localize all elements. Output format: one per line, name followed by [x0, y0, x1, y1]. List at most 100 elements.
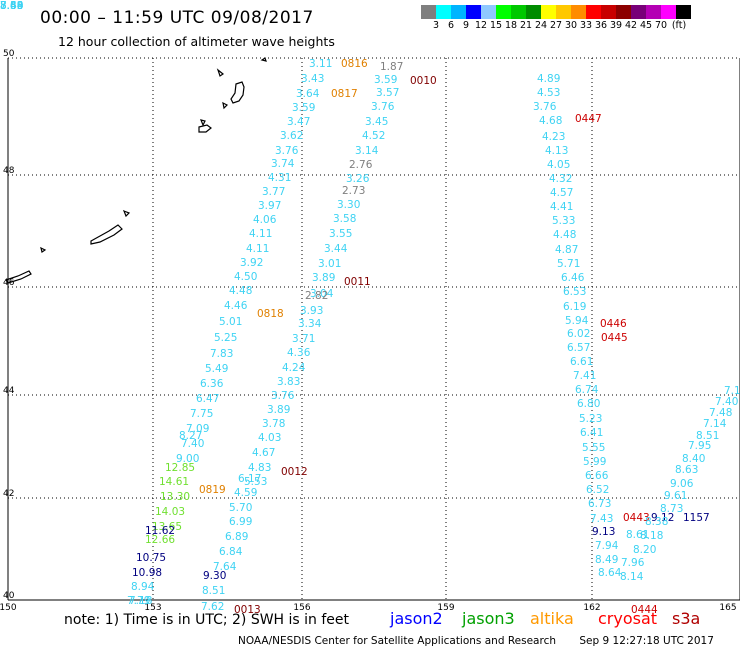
- satellite-track: 0816: [341, 58, 368, 70]
- wave-height-label: 7.40: [181, 438, 204, 450]
- longitude-label: 165: [719, 603, 736, 613]
- wave-height-label: 4.32: [549, 173, 572, 185]
- wave-height-label: 8.40: [682, 453, 705, 465]
- wave-height-label: 13.30: [160, 491, 190, 503]
- wave-height-label: 8.80: [0, 0, 23, 12]
- legend-s3a: s3a: [672, 609, 701, 628]
- satellite-track: 3.26: [346, 173, 370, 185]
- wave-height-label: 6.52: [586, 484, 609, 496]
- scale-swatch: [511, 5, 526, 19]
- satellite-track: 12.85 14.61: [159, 462, 195, 488]
- scale-swatch: [541, 5, 556, 19]
- wave-height-label: 6.02: [567, 328, 590, 340]
- pass-time-label: 0446: [600, 318, 627, 330]
- satellite-track: 3.933.34 3.71 4.36 4.24 3.83 3.76 3.89 3.78 4.03…: [0, 0, 323, 488]
- scale-swatch: [676, 5, 691, 19]
- scale-swatch: [601, 5, 616, 19]
- wave-height-label: 4.11: [249, 228, 272, 240]
- wave-height-label: 3.11: [309, 58, 332, 70]
- wave-height-label: 3.77: [262, 186, 285, 198]
- wave-height-label: 8.49: [595, 554, 618, 566]
- wave-height-label: 6.47: [196, 393, 219, 405]
- wave-height-label: 7.15: [724, 385, 740, 397]
- wave-height-label: 3.14: [355, 145, 379, 157]
- scale-label: 21: [519, 20, 533, 31]
- latitude-label: 40: [3, 591, 15, 601]
- wave-height-label: 3.71: [292, 333, 315, 345]
- wave-height-label: 9.00: [176, 453, 199, 465]
- legend-jason2: jason2: [390, 609, 443, 628]
- pass-time-label: 0444: [631, 604, 658, 616]
- wave-height-label: 7.43: [590, 513, 613, 525]
- scale-swatch: [451, 5, 466, 19]
- wave-height-label: 8.64: [0, 0, 24, 12]
- wave-height-label: 3.59: [292, 102, 315, 114]
- wave-height-label: 12.85: [165, 462, 195, 474]
- wave-height-label: 5.49: [205, 363, 228, 375]
- longitude-label: 153: [144, 603, 161, 613]
- pass-time-label: 0818: [257, 308, 284, 320]
- wave-height-label: 4.05: [547, 159, 570, 171]
- scale-swatch: [556, 5, 571, 19]
- wave-height-label: 14.03: [155, 506, 185, 518]
- wave-height-label: 6.66: [585, 470, 609, 482]
- wave-height-label: 5.99: [583, 456, 606, 468]
- wave-height-label: 7.48: [709, 407, 732, 419]
- satellite-track: 0447 0446 0445 0443 0444: [575, 113, 658, 616]
- wave-height-label: 8.64: [598, 567, 622, 579]
- scale-swatch: [646, 5, 661, 19]
- wave-height-label: 5.23: [579, 413, 602, 425]
- color-scale: 3 6 9 12 15 18 21 24 27 30 33 36 39 42 45 70 (ft): [421, 5, 691, 33]
- pass-time-label: 0817: [331, 88, 358, 100]
- wave-height-label: 1.87: [380, 61, 403, 73]
- wave-height-label: 4.50: [234, 271, 257, 283]
- wave-height-label: 6.84: [219, 546, 243, 558]
- wave-height-label: 6.99: [229, 516, 252, 528]
- wave-height-label: 7.62: [201, 601, 224, 613]
- wave-height-label: 5.33: [552, 215, 575, 227]
- pass-time-label: 0819: [199, 484, 226, 496]
- wave-height-label: 6.36: [200, 378, 224, 390]
- wave-height-label: 4.31: [268, 172, 291, 184]
- footer-text: NOAA/NESDIS Center for Satellite Applica…: [238, 635, 714, 647]
- wave-height-label: 3.26: [346, 173, 370, 185]
- wave-height-label: 4.53: [537, 87, 560, 99]
- wave-height-label: 4.67: [252, 447, 275, 459]
- longitude-label: 159: [437, 603, 454, 613]
- scale-swatch: [616, 5, 631, 19]
- pass-time-label: 0012: [281, 466, 308, 478]
- pass-time-label: 1157: [683, 512, 710, 524]
- wave-height-label: 6.46: [561, 272, 585, 284]
- scale-label: 45: [639, 20, 653, 31]
- wave-height-label: 4.13: [545, 145, 568, 157]
- wave-height-label: 4.52: [362, 130, 385, 142]
- wave-height-label: 5.70: [229, 502, 252, 514]
- wave-height-label: 11.62: [145, 525, 175, 537]
- wave-height-label: 3.55: [329, 228, 352, 240]
- scale-swatch: [526, 5, 541, 19]
- wave-height-label: 8.20: [633, 544, 656, 556]
- satellite-track: 2.82: [305, 290, 328, 302]
- scale-label: 3: [432, 20, 440, 31]
- wave-height-label: 9.12: [651, 512, 674, 524]
- latitude-label: 50: [3, 49, 15, 59]
- wave-height-label: 3.43: [301, 73, 324, 85]
- wave-height-label: 7.40: [715, 396, 738, 408]
- satellite-track: 0010: [410, 75, 437, 87]
- wave-height-label: 3.44: [324, 243, 348, 255]
- wave-height-label: 9.13: [592, 526, 615, 538]
- wave-height-label: 3.57: [376, 87, 399, 99]
- wave-height-label: 12.66: [145, 534, 175, 546]
- wave-height-label: 7.75: [190, 408, 213, 420]
- pass-time-label: 0816: [341, 58, 368, 70]
- wave-height-label: 5.01: [219, 316, 242, 328]
- wave-height-label: 7.79: [127, 595, 150, 607]
- wave-height-label: 2.82: [305, 290, 328, 302]
- footer-timestamp: Sep 9 12:27:18 UTC 2017: [579, 635, 714, 647]
- latitude-label: 48: [3, 166, 15, 176]
- pass-time-label: 0010: [410, 75, 437, 87]
- wave-height-label: 7.18: [129, 595, 152, 607]
- satellite-track: 4.89 4.53 3.76 4.68 4.23 4.13 4.05 4.32 4.57 4.41…: [0, 0, 613, 525]
- wave-height-label: 3.83: [277, 376, 300, 388]
